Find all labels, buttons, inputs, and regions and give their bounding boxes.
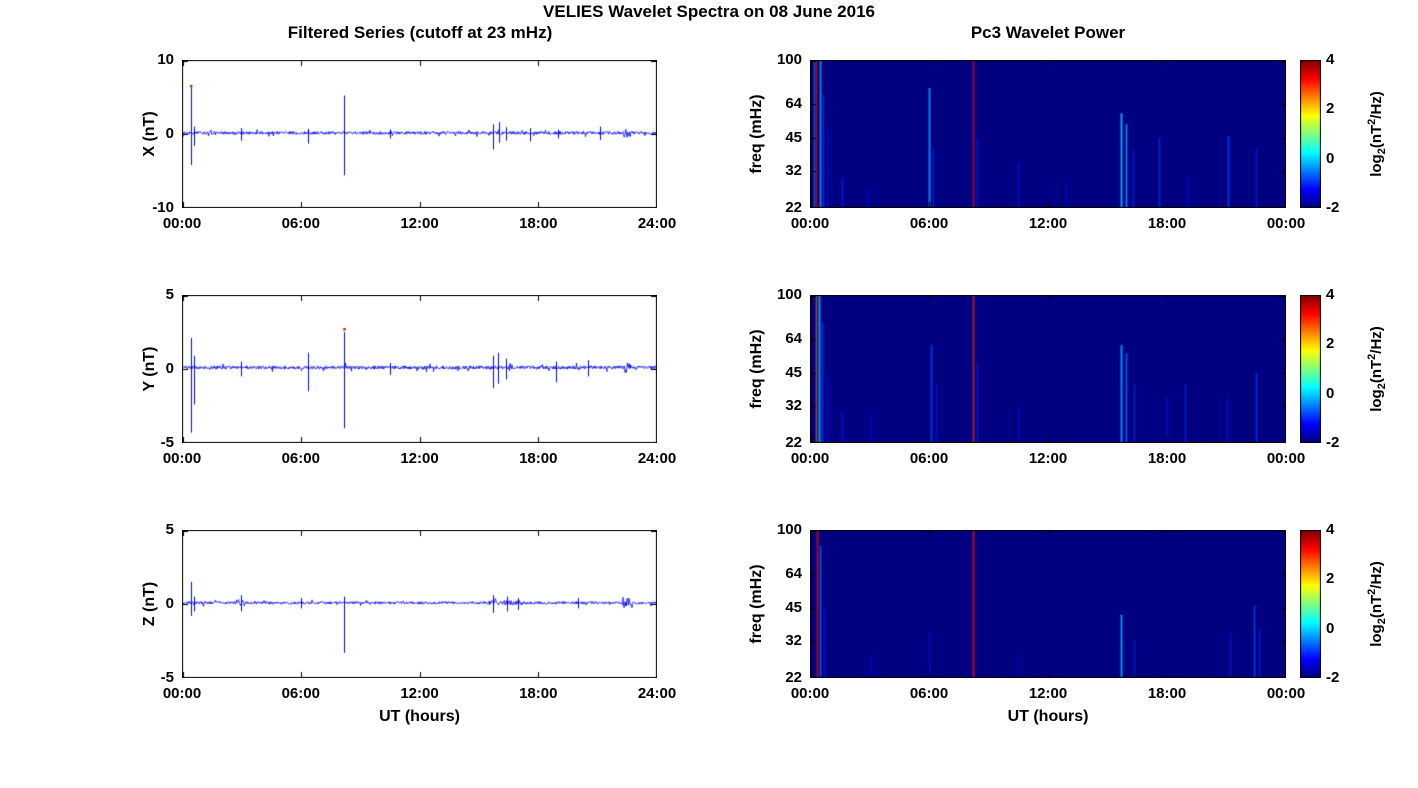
cb-label-sub: 2 [1376, 383, 1388, 390]
y-tick-label: 64 [785, 329, 802, 347]
colorbar-tick-label: -2 [1326, 669, 1340, 686]
y-tick-label: 32 [785, 632, 802, 650]
y-tick-label: 100 [776, 286, 802, 303]
x-tick-label: 24:00 [637, 215, 677, 232]
y-tick-label: 0 [165, 125, 174, 142]
x-tick-label: 24:00 [637, 685, 677, 702]
cb-label-sup: 2 [1366, 588, 1378, 595]
y-tick-label: 64 [785, 564, 802, 582]
y-tick-label: 0 [165, 595, 174, 612]
y-tick-label: 22 [785, 434, 802, 451]
right-column-title: Pc3 Wavelet Power [970, 23, 1126, 42]
x-tick-label: 06:00 [909, 215, 949, 232]
x-tick-label: 06:00 [281, 215, 320, 232]
x-tick-label: 00:00 [790, 685, 830, 702]
x-tick-label: 18:00 [1147, 215, 1187, 232]
cb-label-post: /Hz) [1368, 326, 1385, 354]
colorbar-tick-label: -2 [1326, 199, 1340, 216]
x-tick-label: 12:00 [400, 215, 439, 232]
colorbar-tick-label: 4 [1326, 286, 1335, 303]
cb-label-sub: 2 [1376, 618, 1388, 625]
colorbar-y [1300, 295, 1321, 443]
cb-label-sub: 2 [1376, 148, 1388, 155]
y-tick-label: 45 [785, 599, 802, 617]
y-tick-label: -5 [160, 434, 174, 451]
x-tick-label: 18:00 [519, 685, 558, 702]
y-tick-label: 32 [785, 162, 802, 180]
y-wavelet-spectrogram [810, 295, 1286, 443]
x-wavelet-spectrogram [810, 60, 1286, 208]
cb-label-pre: log [1368, 154, 1385, 177]
colorbar-tick-label: 4 [1326, 51, 1335, 68]
y-tick-label: 5 [165, 286, 174, 303]
x-tick-label: 12:00 [400, 450, 439, 467]
y-tick-label: 10 [157, 51, 174, 68]
colorbar-label-z: log2(nT2/Hz) [1361, 529, 1388, 679]
y-tick-label: 32 [785, 397, 802, 415]
x-tick-label: 18:00 [1147, 685, 1187, 702]
y-tick-label: -5 [160, 669, 174, 686]
cb-label-pre: log [1368, 389, 1385, 412]
y-tick-label: 64 [785, 94, 802, 112]
x-tick-label: 12:00 [1028, 685, 1068, 702]
y-tick-label: 0 [165, 360, 174, 377]
y-tick-label: 45 [785, 364, 802, 382]
y-tick-label: 5 [165, 521, 174, 538]
x-tick-label: 18:00 [519, 215, 558, 232]
x-tick-label: 06:00 [281, 450, 320, 467]
colorbar-tick-label: 2 [1326, 570, 1335, 588]
colorbar-tick-label: 0 [1326, 384, 1335, 402]
x-tick-label: 00:00 [790, 450, 830, 467]
colorbar-tick-label: 2 [1326, 100, 1335, 118]
y-tick-label: 22 [785, 199, 802, 216]
colorbar-tick-label: 0 [1326, 149, 1335, 167]
y-tick-label: 100 [776, 51, 802, 68]
x-tick-label: 12:00 [1028, 450, 1068, 467]
x-tick-label: 06:00 [909, 685, 949, 702]
colorbar-tick-label: -2 [1326, 434, 1340, 451]
colorbar-label-y: log2(nT2/Hz) [1361, 294, 1388, 444]
colorbar-tick-label: 2 [1326, 335, 1335, 353]
colorbar-label-x: log2(nT2/Hz) [1361, 59, 1388, 209]
x-tick-label: 00:00 [162, 685, 202, 702]
x-tick-label: 06:00 [281, 685, 320, 702]
colorbar-x [1300, 60, 1321, 208]
left-column-title: Filtered Series (cutoff at 23 mHz) [287, 23, 553, 42]
cb-label-mid: (nT [1368, 124, 1385, 149]
y-tick-label: -10 [152, 199, 174, 216]
x-axis-label-right: UT (hours) [1007, 708, 1089, 725]
cb-label-sup: 2 [1366, 118, 1378, 125]
y-tick-label: 100 [776, 521, 802, 538]
z-filtered-series-plot [182, 530, 657, 678]
cb-label-mid: (nT [1368, 359, 1385, 384]
x-tick-label: 18:00 [519, 450, 558, 467]
cb-label-pre: log [1368, 624, 1385, 647]
cb-label-post: /Hz) [1368, 561, 1385, 589]
x-tick-label: 00:00 [790, 215, 830, 232]
x-tick-label: 12:00 [1028, 215, 1068, 232]
colorbar-tick-label: 0 [1326, 619, 1335, 637]
y-tick-label: 22 [785, 669, 802, 686]
x-filtered-series-plot [182, 60, 657, 208]
figure-title: VELIES Wavelet Spectra on 08 June 2016 [543, 2, 875, 21]
x-tick-label: 00:00 [162, 215, 202, 232]
x-tick-label: 00:00 [1266, 685, 1306, 702]
x-tick-label: 24:00 [637, 450, 677, 467]
x-tick-label: 18:00 [1147, 450, 1187, 467]
y-filtered-series-plot [182, 295, 657, 443]
z-wavelet-spectrogram [810, 530, 1286, 678]
x-tick-label: 06:00 [909, 450, 949, 467]
cb-label-sup: 2 [1366, 353, 1378, 360]
x-axis-label-left: UT (hours) [379, 708, 460, 725]
x-tick-label: 00:00 [1266, 450, 1306, 467]
x-tick-label: 00:00 [162, 450, 202, 467]
x-tick-label: 12:00 [400, 685, 439, 702]
colorbar-tick-label: 4 [1326, 521, 1335, 538]
y-tick-label: 45 [785, 129, 802, 147]
x-tick-label: 00:00 [1266, 215, 1306, 232]
cb-label-post: /Hz) [1368, 91, 1385, 119]
colorbar-z [1300, 530, 1321, 678]
cb-label-mid: (nT [1368, 594, 1385, 619]
